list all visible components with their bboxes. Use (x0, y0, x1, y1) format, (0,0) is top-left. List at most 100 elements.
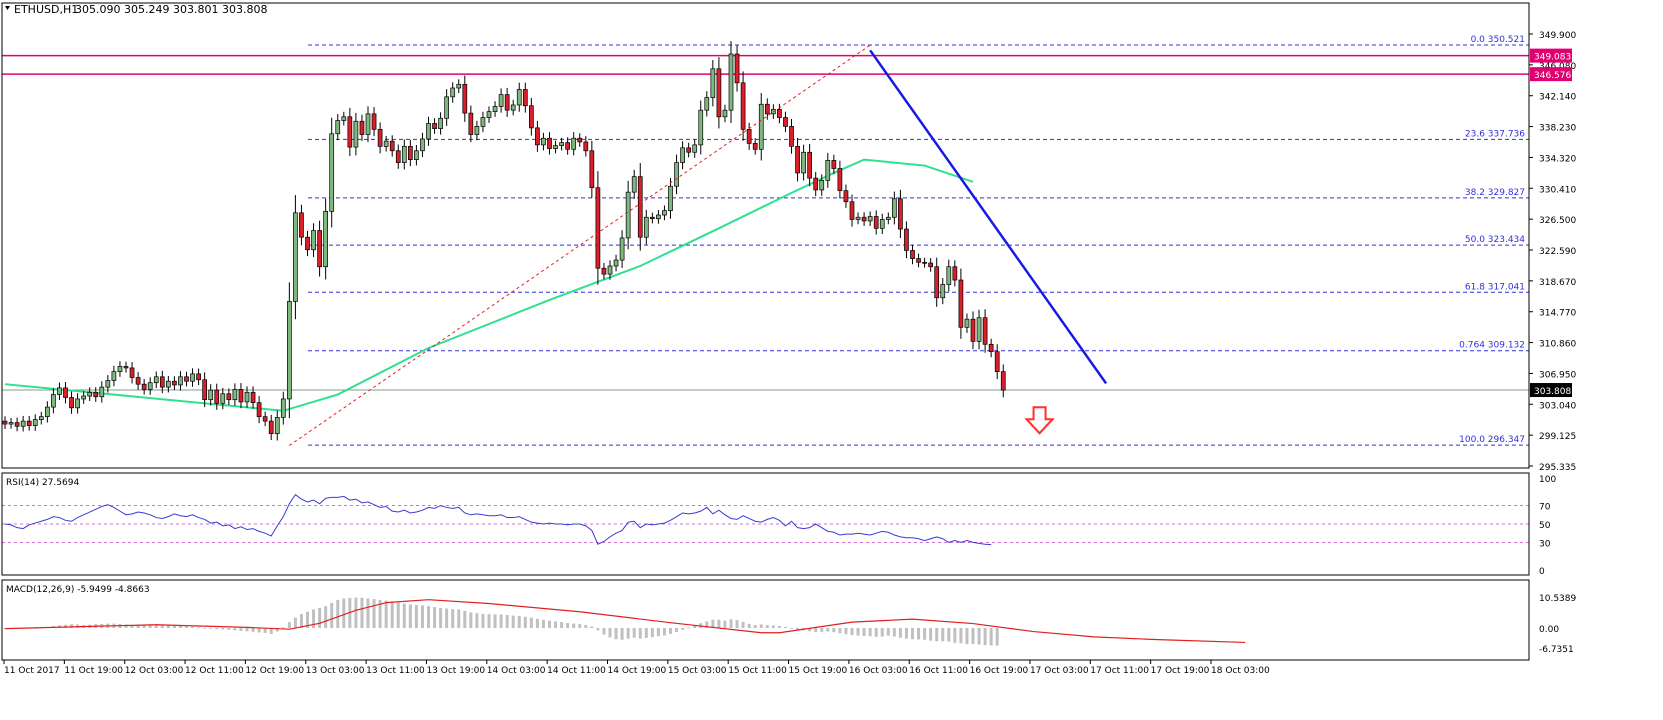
bull-candle (426, 123, 431, 140)
bull-candle (414, 150, 419, 160)
macd-histogram-bar (868, 628, 872, 637)
macd-histogram-bar (669, 628, 672, 634)
bear-candle (299, 212, 304, 238)
symbol-label: ETHUSD,H1 (14, 3, 78, 16)
time-tick-label: 13 Oct 11:00 (366, 666, 425, 676)
bear-candle (813, 177, 819, 191)
macd-tick-label: 10.5389 (1539, 594, 1576, 604)
bull-candle (335, 120, 341, 135)
macd-histogram-bar (953, 628, 957, 643)
macd-histogram-bar (862, 628, 866, 636)
price-tick-label: 295.335 (1539, 463, 1576, 473)
bear-candle (359, 120, 365, 135)
macd-histogram-bar (808, 628, 812, 632)
macd-histogram-bar (844, 628, 848, 635)
macd-histogram-bar (566, 622, 570, 628)
macd-histogram-bar (251, 628, 255, 632)
macd-histogram-bar (354, 597, 358, 628)
macd-histogram-bar (293, 617, 297, 628)
bear-candle (63, 387, 68, 398)
macd-histogram-bar (185, 626, 188, 628)
macd-histogram-bar (983, 628, 987, 646)
overlays (289, 44, 1108, 446)
macd-histogram-bar (632, 628, 636, 638)
bear-candle (861, 216, 867, 222)
macd-histogram-bar (318, 607, 322, 628)
macd-histogram-bar (414, 604, 418, 628)
price-tick-label: 314.770 (1539, 309, 1576, 319)
macd-histogram-bar (402, 603, 406, 628)
bear-candle (371, 113, 377, 130)
bull-candle (976, 317, 982, 342)
macd-histogram-bar (493, 614, 497, 628)
macd-histogram-bar (227, 628, 231, 630)
bear-candle (583, 141, 589, 152)
macd-histogram-bar (723, 620, 727, 628)
symbol-dropdown-icon[interactable] (5, 6, 10, 10)
bear-candle (196, 373, 201, 381)
bear-candle (172, 380, 177, 386)
time-tick-label: 12 Oct 11:00 (185, 666, 244, 676)
macd-histogram-bar (336, 599, 340, 628)
macd-histogram-bar (941, 628, 945, 642)
bull-candle (166, 380, 171, 388)
macd-histogram-bar (299, 614, 303, 628)
macd-histogram-bar (360, 597, 364, 628)
bear-candle (202, 379, 207, 401)
candles (2, 41, 1006, 441)
time-tick-label: 17 Oct 03:00 (1030, 666, 1089, 676)
macd-histogram-bar (312, 609, 316, 628)
bull-candle (456, 83, 462, 89)
macd-histogram-bar (965, 628, 969, 645)
time-tick-label: 15 Oct 11:00 (728, 666, 787, 676)
time-tick-label: 16 Oct 11:00 (909, 666, 968, 676)
macd-histogram-bar (396, 602, 400, 628)
macd-histogram-bar (209, 628, 213, 629)
macd-histogram-bar (245, 628, 249, 632)
bear-candle (522, 89, 528, 107)
bull-candle (111, 371, 117, 381)
bull-candle (940, 284, 946, 299)
bear-candle (789, 126, 794, 147)
macd-histogram-bar (554, 621, 558, 628)
bear-candle (250, 391, 256, 403)
fib-level-label: 23.6 337.736 (1465, 129, 1525, 139)
bear-candle (716, 68, 722, 118)
bear-candle (14, 422, 20, 427)
bear-candle (1000, 371, 1006, 391)
bull-candle (329, 133, 335, 212)
macd-histogram-bar (838, 628, 842, 634)
macd-tick-label: 0.00 (1539, 625, 1559, 635)
macd-panel[interactable]: MACD(12,26,9) -5.9499 -4.8663 (3, 585, 1246, 646)
macd-histogram-bar (523, 616, 527, 628)
time-tick-label: 14 Oct 19:00 (608, 666, 667, 676)
macd-histogram-bar (257, 628, 261, 633)
bull-candle (147, 382, 153, 390)
bull-candle (353, 120, 359, 148)
bull-candle (559, 142, 564, 146)
bear-candle (129, 367, 135, 378)
bull-candle (674, 162, 679, 187)
macd-histogram-bar (959, 628, 963, 644)
price-tick-label: 303.040 (1539, 401, 1576, 411)
macd-histogram-bar (487, 614, 491, 628)
price-tick-label: 342.140 (1539, 93, 1576, 103)
fib-level-label: 38.2 329.827 (1465, 188, 1525, 198)
bull-candle (51, 394, 56, 408)
bull-candle (244, 391, 250, 403)
time-tick-label: 16 Oct 03:00 (849, 666, 908, 676)
bull-candle (498, 94, 504, 107)
rsi-panel[interactable]: RSI(14) 27.5694 (2, 478, 1529, 546)
bear-candle (93, 391, 99, 398)
bear-candle (958, 279, 964, 328)
bull-candle (964, 318, 970, 328)
macd-histogram-bar (445, 608, 449, 628)
bear-candle (462, 83, 468, 114)
macd-histogram-bar (263, 628, 267, 634)
price-tick-label: 322.590 (1539, 247, 1576, 257)
price-panel[interactable]: 0.0 350.521 23.6 337.736 38.2 329.827 50.0 … (2, 35, 1529, 446)
bear-candle (262, 416, 268, 422)
bull-candle (704, 97, 710, 111)
macd-tick-label: -6.7351 (1539, 645, 1574, 655)
